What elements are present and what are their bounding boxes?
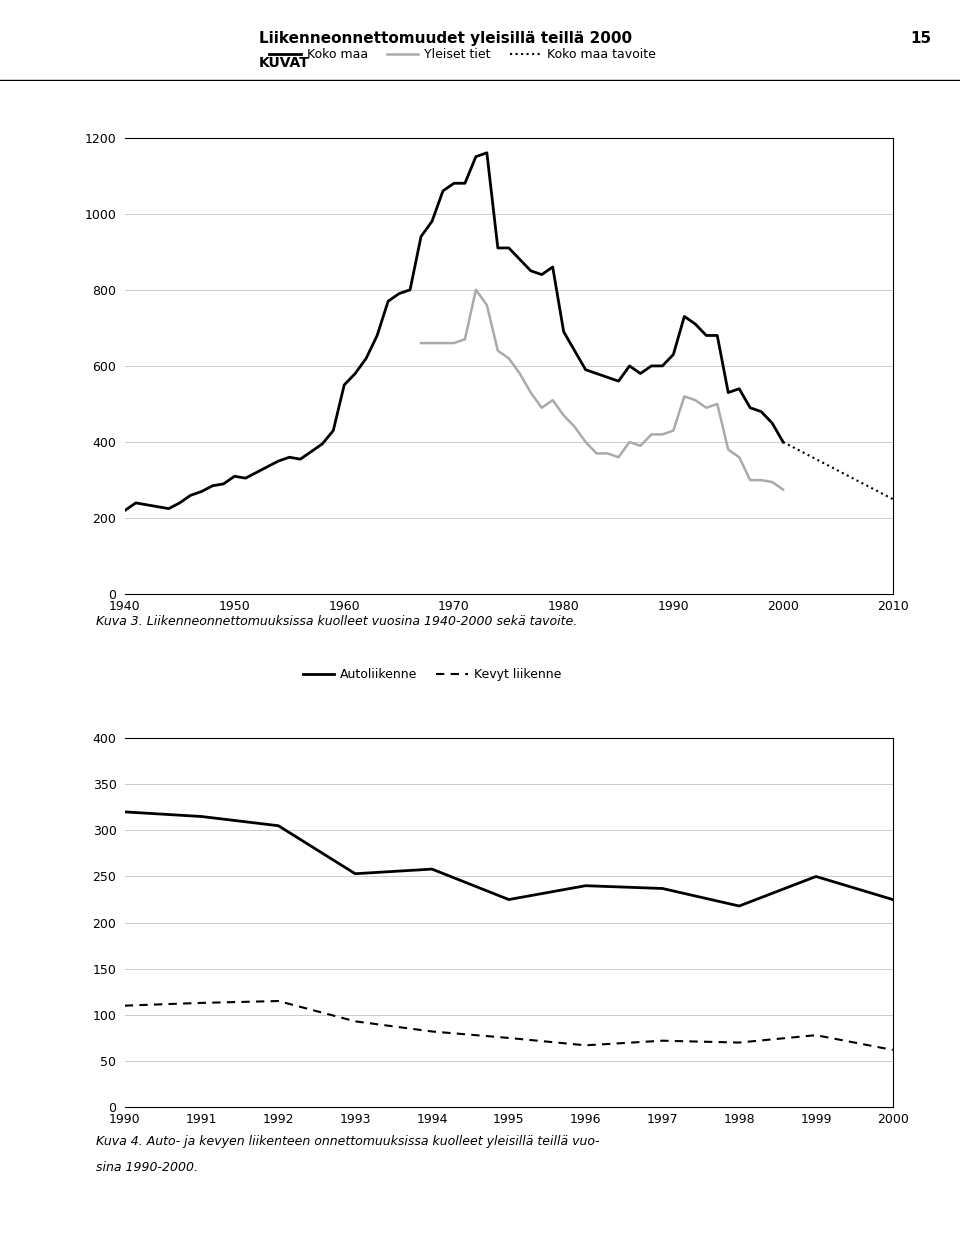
Legend: Autoliikenne, Kevyt liikenne: Autoliikenne, Kevyt liikenne: [298, 663, 566, 686]
Legend: Koko maa, Yleiset tiet, Koko maa tavoite: Koko maa, Yleiset tiet, Koko maa tavoite: [264, 44, 661, 66]
Text: Kuva 3. Liikenneonnettomuuksissa kuolleet vuosina 1940-2000 sekä tavoite.: Kuva 3. Liikenneonnettomuuksissa kuollee…: [96, 615, 577, 628]
Text: KUVAT: KUVAT: [259, 56, 310, 70]
Text: Liikenneonnettomuudet yleisillä teillä 2000: Liikenneonnettomuudet yleisillä teillä 2…: [259, 31, 633, 46]
Text: Kuva 4. Auto- ja kevyen liikenteen onnettomuuksissa kuolleet yleisillä teillä vu: Kuva 4. Auto- ja kevyen liikenteen onnet…: [96, 1135, 599, 1147]
Text: sina 1990-2000.: sina 1990-2000.: [96, 1161, 198, 1173]
Text: 15: 15: [910, 31, 931, 46]
